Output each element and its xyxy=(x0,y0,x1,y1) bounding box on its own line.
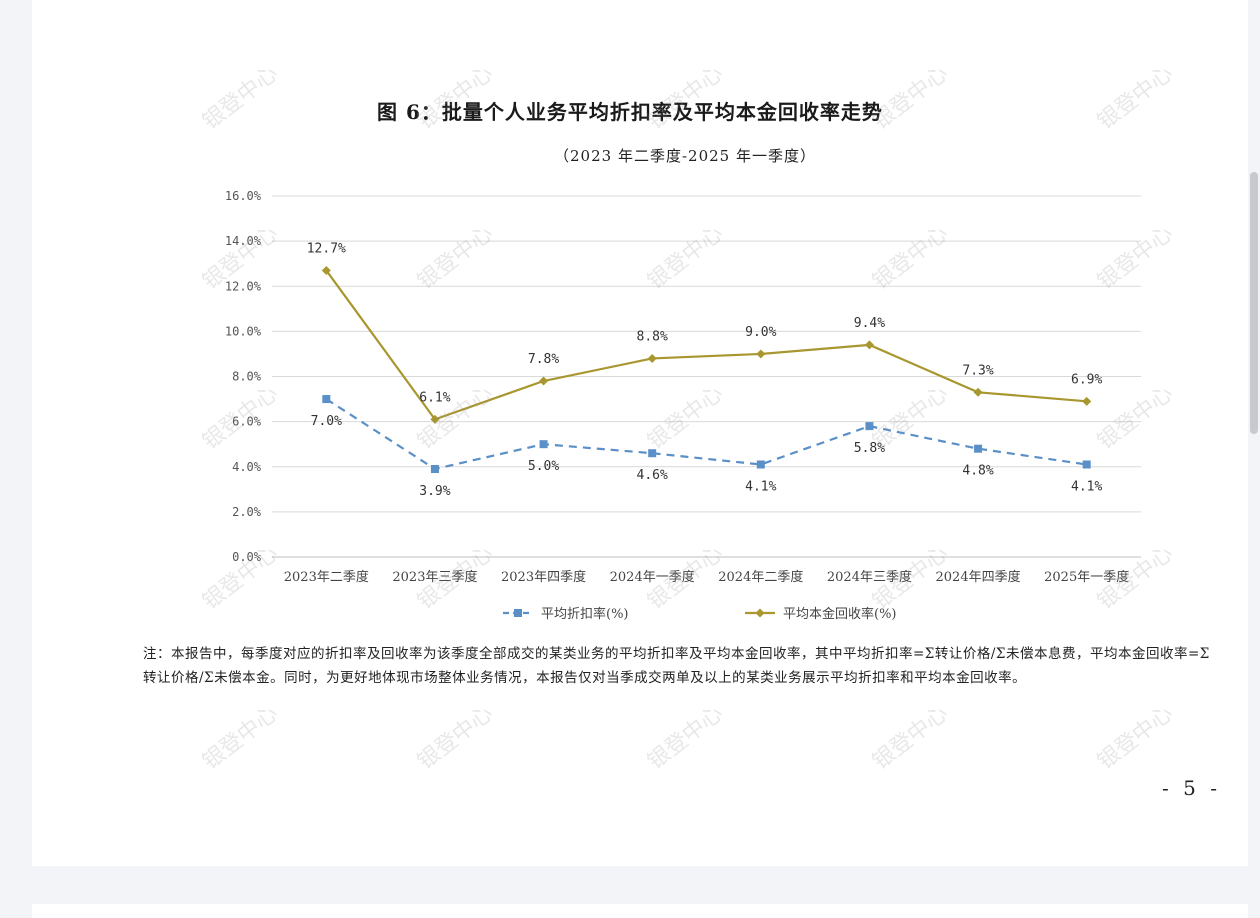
data-point-marker xyxy=(1082,460,1091,469)
legend-label: 平均折扣率(%) xyxy=(541,606,629,622)
legend-label: 平均本金回收率(%) xyxy=(783,606,897,622)
series-line xyxy=(325,398,1087,471)
x-tick-label: 2025年一季度 xyxy=(1044,569,1129,585)
x-tick-label: 2024年一季度 xyxy=(610,569,695,585)
data-label: 5.8% xyxy=(854,441,885,456)
data-label: 9.0% xyxy=(745,325,776,340)
data-point-marker xyxy=(756,460,765,469)
y-tick-label: 8.0% xyxy=(232,370,262,384)
data-label: 3.9% xyxy=(419,484,450,499)
data-label: 7.8% xyxy=(528,352,559,367)
y-tick-label: 14.0% xyxy=(225,234,262,248)
y-tick-label: 6.0% xyxy=(232,415,262,429)
x-tick-label: 2023年二季度 xyxy=(284,569,369,585)
series-lines xyxy=(321,265,1092,474)
x-tick-label: 2024年二季度 xyxy=(718,569,803,585)
data-label: 4.8% xyxy=(962,464,993,479)
data-point-marker xyxy=(321,265,331,275)
y-tick-label: 2.0% xyxy=(232,505,262,519)
data-point-marker xyxy=(1082,396,1092,406)
x-tick-label: 2023年三季度 xyxy=(392,569,477,585)
data-point-marker xyxy=(539,440,548,449)
data-point-marker xyxy=(756,349,766,359)
data-point-marker xyxy=(430,465,439,474)
data-point-marker xyxy=(648,449,657,458)
data-point-marker xyxy=(974,444,983,453)
data-point-marker xyxy=(322,395,331,404)
data-label: 8.8% xyxy=(637,329,668,344)
x-axis-tick-labels: 2023年二季度 2023年三季度 2023年四季度 2024年一季度 2024年二季度… xyxy=(284,569,1129,585)
grid-lines xyxy=(272,195,1141,558)
data-point-marker xyxy=(973,387,983,397)
data-label: 4.6% xyxy=(637,468,668,483)
data-label: 5.0% xyxy=(528,459,559,474)
x-tick-label: 2024年四季度 xyxy=(936,569,1021,585)
y-tick-label: 10.0% xyxy=(225,324,262,338)
data-label: 4.1% xyxy=(745,479,776,494)
data-label: 7.0% xyxy=(311,414,342,429)
document-page xyxy=(32,0,1248,866)
data-label: 6.1% xyxy=(419,390,450,405)
x-tick-label: 2023年四季度 xyxy=(501,569,586,585)
x-tick-label: 2024年三季度 xyxy=(827,569,912,585)
chart-subtitle: （2023 年二季度-2025 年一季度） xyxy=(554,147,816,165)
chart-title: 图 6：批量个人业务平均折扣率及平均本金回收率走势 xyxy=(377,100,883,124)
data-label: 6.9% xyxy=(1071,372,1102,387)
data-label: 12.7% xyxy=(307,241,346,256)
series-line xyxy=(325,269,1087,421)
legend: 平均折扣率(%) 平均本金回收率(%) xyxy=(503,606,897,622)
data-point-marker xyxy=(539,376,549,386)
data-label: 7.3% xyxy=(962,363,993,378)
y-tick-label: 0.0% xyxy=(232,550,262,564)
data-label: 4.1% xyxy=(1071,479,1102,494)
line-chart: 0.0% 2.0% 4.0% 6.0% 8.0% 10.0% 12.0% 14.0% 16.0%… xyxy=(225,189,1141,622)
data-point-marker xyxy=(865,422,874,431)
y-axis-tick-labels: 0.0% 2.0% 4.0% 6.0% 8.0% 10.0% 12.0% 14.0% 16.0% xyxy=(225,189,262,564)
data-point-marker xyxy=(647,353,657,363)
next-document-page xyxy=(32,904,1248,918)
data-labels: 7.0% 3.9% 5.0% 4.6% 4.1% 5.8% 4.8% 4.1% 12.7% 6.1… xyxy=(307,241,1103,499)
data-label: 9.4% xyxy=(854,316,885,331)
data-point-marker xyxy=(430,414,440,424)
vertical-scrollbar[interactable] xyxy=(1250,172,1258,434)
y-tick-label: 4.0% xyxy=(232,460,262,474)
y-tick-label: 16.0% xyxy=(225,189,262,203)
legend-swatch-marker xyxy=(514,609,522,617)
y-tick-label: 12.0% xyxy=(225,279,262,293)
legend-swatch-marker xyxy=(755,608,765,618)
data-point-marker xyxy=(864,340,874,350)
footnote: 注：本报告中，每季度对应的折扣率及回收率为该季度全部成交的某类业务的平均折扣率及… xyxy=(143,646,1210,686)
page-number: - 5 - xyxy=(1162,776,1221,800)
